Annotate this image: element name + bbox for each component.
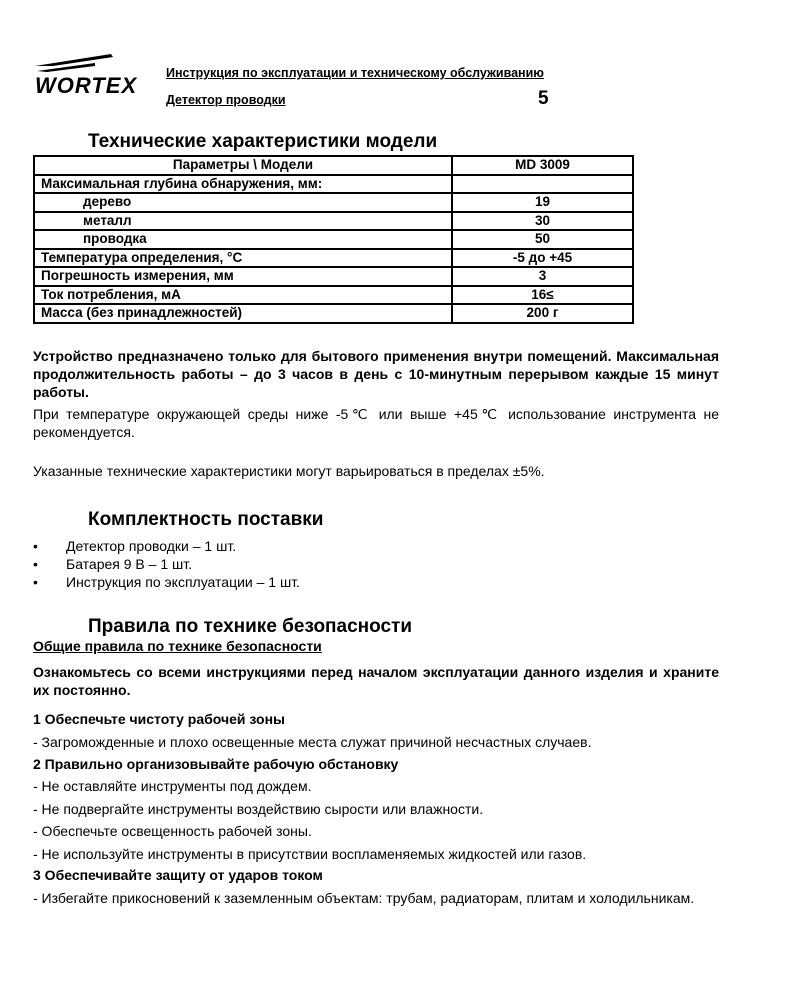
safety-heading: Правила по технике безопасности bbox=[88, 616, 413, 637]
value-cell: 30 bbox=[451, 210, 634, 231]
table-row: Ток потребления, мА 16≤ bbox=[33, 284, 634, 305]
param-cell: металл bbox=[33, 210, 453, 231]
param-cell: проводка bbox=[33, 229, 453, 250]
page-number: 5 bbox=[538, 88, 549, 109]
safety-intro: Ознакомьтесь со всеми инструкциями перед… bbox=[33, 664, 719, 698]
specs-table: Параметры \ Модели MD 3009 Максимальная г… bbox=[33, 155, 634, 324]
param-cell: Масса (без принадлежностей) bbox=[33, 303, 453, 324]
table-row: Погрешность измерения, мм 3 bbox=[33, 266, 634, 287]
value-cell: -5 до +45 bbox=[451, 247, 634, 268]
wortex-logo: WORTEX bbox=[33, 52, 153, 98]
bullet-icon: • bbox=[33, 538, 38, 554]
table-row: дерево 19 bbox=[33, 192, 634, 213]
variation-note: Указанные технические характеристики мог… bbox=[33, 463, 545, 479]
list-item-text: Детектор проводки – 1 шт. bbox=[66, 538, 237, 554]
value-cell bbox=[451, 173, 634, 194]
value-cell: 16≤ bbox=[451, 284, 634, 305]
param-cell: дерево bbox=[33, 192, 453, 213]
param-cell: Температура определения, °C bbox=[33, 247, 453, 268]
section-3-heading: 3 Обеспечивайте защиту от ударов током bbox=[33, 867, 323, 883]
table-row: Температура определения, °C -5 до +45 bbox=[33, 247, 634, 268]
list-item-text: Батарея 9 В – 1 шт. bbox=[66, 556, 192, 572]
list-item: • Детектор проводки – 1 шт. bbox=[33, 538, 236, 554]
param-cell: Максимальная глубина обнаружения, мм: bbox=[33, 173, 453, 194]
table-row: Масса (без принадлежностей) 200 г bbox=[33, 303, 634, 324]
list-item: - Не подвергайте инструменты воздействию… bbox=[33, 801, 484, 817]
section-2-heading: 2 Правильно организовывайте рабочую обст… bbox=[33, 756, 399, 772]
svg-text:WORTEX: WORTEX bbox=[35, 73, 137, 97]
list-item-text: Инструкция по эксплуатации – 1 шт. bbox=[66, 574, 300, 590]
param-cell: Ток потребления, мА bbox=[33, 284, 453, 305]
table-row: Максимальная глубина обнаружения, мм: bbox=[33, 173, 634, 194]
table-row: металл 30 bbox=[33, 210, 634, 231]
bullet-icon: • bbox=[33, 574, 38, 590]
specs-heading: Технические характеристики модели bbox=[88, 131, 438, 152]
list-item: • Инструкция по эксплуатации – 1 шт. bbox=[33, 574, 300, 590]
package-heading: Комплектность поставки bbox=[88, 509, 324, 530]
list-item: - Не оставляйте инструменты под дождем. bbox=[33, 778, 312, 794]
column-header: MD 3009 bbox=[451, 155, 634, 176]
document-title: Инструкция по эксплуатации и техническом… bbox=[166, 66, 544, 80]
usage-note: Устройство предназначено только для быто… bbox=[33, 348, 719, 400]
list-item: • Батарея 9 В – 1 шт. bbox=[33, 556, 192, 572]
column-header: Параметры \ Модели bbox=[33, 155, 453, 176]
list-item: - Загроможденные и плохо освещенные мест… bbox=[33, 734, 592, 750]
list-item: - Не используйте инструменты в присутств… bbox=[33, 846, 587, 862]
param-cell: Погрешность измерения, мм bbox=[33, 266, 453, 287]
list-item: - Избегайте прикосновений к заземленным … bbox=[33, 890, 695, 906]
list-item: - Обеспечьте освещенность рабочей зоны. bbox=[33, 823, 312, 839]
value-cell: 19 bbox=[451, 192, 634, 213]
document-subtitle: Детектор проводки bbox=[166, 93, 286, 107]
value-cell: 200 г bbox=[451, 303, 634, 324]
temperature-note: При температуре окружающей среды ниже -5… bbox=[33, 406, 719, 440]
section-1-heading: 1 Обеспечьте чистоту рабочей зоны bbox=[33, 711, 285, 727]
bullet-icon: • bbox=[33, 556, 38, 572]
table-header-row: Параметры \ Модели MD 3009 bbox=[33, 155, 634, 176]
value-cell: 3 bbox=[451, 266, 634, 287]
value-cell: 50 bbox=[451, 229, 634, 250]
table-row: проводка 50 bbox=[33, 229, 634, 250]
safety-subheading: Общие правила по технике безопасности bbox=[33, 638, 322, 654]
